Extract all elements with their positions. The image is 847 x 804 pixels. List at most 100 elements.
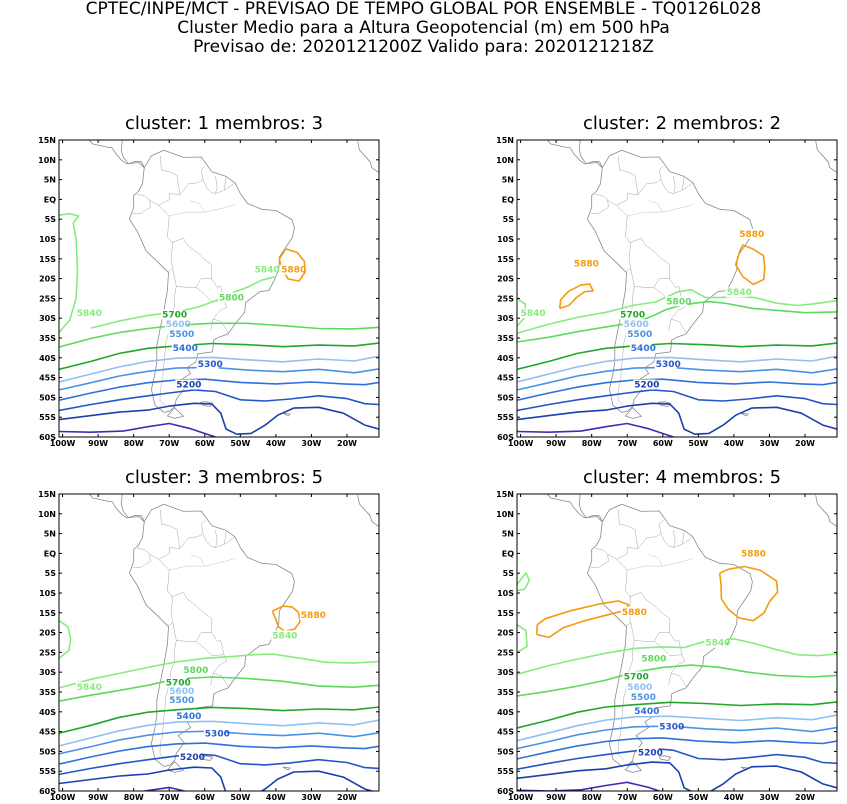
isoline-5840 bbox=[517, 624, 528, 654]
lon-tick-label: 90W bbox=[88, 793, 108, 802]
contour-label-bg bbox=[161, 309, 184, 320]
country-border bbox=[616, 509, 639, 560]
lat-tick-label: 10S bbox=[39, 589, 56, 598]
contour-label-bg bbox=[654, 358, 677, 369]
lat-tick-label: 25S bbox=[39, 294, 56, 303]
contour-label-bg bbox=[640, 653, 663, 664]
isoline-5700 bbox=[517, 701, 837, 729]
lat-tick-label: 20S bbox=[39, 629, 56, 638]
contour-label-bg bbox=[196, 358, 219, 369]
contour-label: 5840 bbox=[727, 288, 752, 298]
country-border bbox=[637, 165, 664, 195]
contour-label-bg bbox=[168, 328, 191, 339]
contour-label: 5200 bbox=[638, 748, 663, 758]
lon-tick-label: 30W bbox=[759, 793, 779, 802]
lat-tick-label: 10S bbox=[39, 235, 56, 244]
contour-label-bg bbox=[619, 309, 642, 320]
contour-label-bg bbox=[622, 318, 645, 329]
south-america-coast bbox=[587, 503, 753, 767]
contour-label-bg bbox=[636, 747, 659, 758]
contour-label: 5800 bbox=[641, 655, 666, 665]
lat-tick-label: 50S bbox=[497, 747, 514, 756]
contour-label-bg bbox=[633, 705, 656, 716]
country-border bbox=[202, 179, 236, 194]
lat-tick-label: 35S bbox=[497, 688, 514, 697]
lat-tick-label: 45S bbox=[39, 374, 56, 383]
lat-tick-label: 50S bbox=[497, 393, 514, 402]
lon-tick-label: 70W bbox=[159, 793, 179, 802]
lat-tick-label: 20S bbox=[497, 629, 514, 638]
country-border bbox=[628, 237, 671, 279]
lon-tick-label: 40W bbox=[724, 793, 744, 802]
lat-tick-label: 60S bbox=[39, 433, 56, 442]
contour-label-bg bbox=[203, 728, 226, 739]
country-border bbox=[224, 531, 227, 545]
isoline-5840 bbox=[517, 288, 837, 334]
central-america-pacific-coast bbox=[546, 140, 603, 168]
map-frame bbox=[58, 139, 380, 438]
country-border bbox=[215, 529, 218, 548]
contour-label-bg bbox=[299, 609, 322, 620]
lat-tick-label: 10N bbox=[38, 510, 56, 519]
river-line bbox=[190, 554, 205, 567]
contour-label: 5840 bbox=[77, 309, 102, 319]
country-border bbox=[660, 533, 694, 548]
lat-tick-label: 5N bbox=[502, 530, 514, 539]
river-line bbox=[627, 204, 694, 217]
contour-label: 5400 bbox=[173, 344, 198, 354]
contour-label-bg bbox=[75, 682, 98, 692]
isoline-5800 bbox=[517, 664, 837, 697]
contour-label-bg bbox=[218, 292, 240, 303]
tierra-del-fuego bbox=[167, 407, 184, 419]
river-line bbox=[648, 200, 663, 213]
lon-tick-label: 20W bbox=[337, 439, 357, 448]
south-america-coast bbox=[129, 149, 295, 413]
contour-label: 5400 bbox=[631, 344, 656, 354]
contour-label: 5500 bbox=[169, 696, 194, 706]
contour-label-bg bbox=[626, 328, 649, 339]
lon-tick-label: 40W bbox=[266, 439, 286, 448]
country-border bbox=[224, 177, 227, 191]
isoline-5200 bbox=[59, 766, 375, 791]
south-georgia-island bbox=[282, 766, 291, 771]
lat-tick-label: 5S bbox=[45, 215, 57, 224]
lon-tick-label: 70W bbox=[159, 439, 179, 448]
south-america-coast bbox=[587, 149, 753, 413]
contour-label-bg bbox=[620, 606, 643, 617]
isoline-5400 bbox=[517, 378, 837, 401]
lon-tick-label: 80W bbox=[582, 793, 602, 802]
lat-tick-label: 30S bbox=[39, 668, 56, 677]
forecast-dates: Previsao de: 2020121200Z Valido para: 20… bbox=[193, 37, 654, 57]
lat-tick-label: 20S bbox=[497, 275, 514, 284]
contour-label: 5400 bbox=[176, 712, 201, 722]
lat-tick-label: 5N bbox=[44, 530, 56, 539]
lon-tick-label: 70W bbox=[617, 793, 637, 802]
lon-tick-label: 40W bbox=[266, 793, 286, 802]
lat-tick-label: 10S bbox=[497, 235, 514, 244]
lon-tick-label: 40W bbox=[724, 439, 744, 448]
lat-tick-label: 40S bbox=[39, 708, 56, 717]
central-america-pacific-coast bbox=[88, 140, 145, 168]
lat-tick-label: 60S bbox=[39, 787, 56, 796]
country-border bbox=[202, 533, 236, 548]
country-border bbox=[673, 175, 676, 194]
country-border bbox=[673, 529, 676, 548]
lon-tick-label: 90W bbox=[546, 793, 566, 802]
map-frame bbox=[58, 493, 380, 792]
lat-tick-label: 25S bbox=[497, 648, 514, 657]
country-border bbox=[616, 155, 639, 206]
contour-label-bg bbox=[572, 258, 595, 269]
contour-label-bg bbox=[280, 264, 303, 275]
contour-label: 5700 bbox=[166, 678, 191, 688]
lon-tick-label: 80W bbox=[124, 793, 144, 802]
lat-tick-label: 5S bbox=[503, 215, 515, 224]
country-border bbox=[195, 641, 225, 656]
country-border bbox=[133, 194, 151, 214]
country-border bbox=[170, 591, 213, 633]
country-border bbox=[213, 318, 229, 334]
contour-label-bg bbox=[622, 671, 645, 682]
country-border bbox=[630, 622, 670, 642]
contour-label-bg bbox=[168, 686, 191, 696]
